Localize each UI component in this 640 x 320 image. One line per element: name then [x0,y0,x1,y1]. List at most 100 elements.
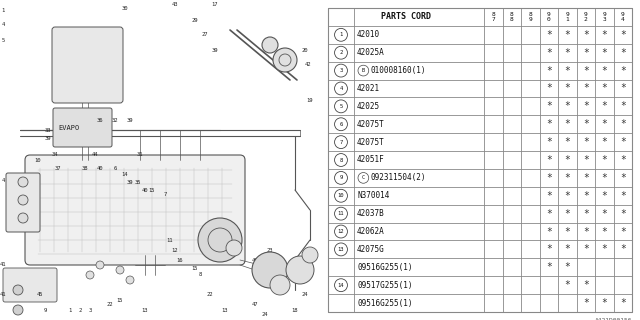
Text: *: * [583,227,589,236]
Text: 27: 27 [202,33,208,37]
Text: 5: 5 [1,37,4,43]
Text: 7: 7 [339,140,342,145]
Text: *: * [546,48,552,58]
Text: *: * [546,30,552,40]
Text: *: * [620,66,626,76]
Text: 18: 18 [292,308,298,313]
Text: *: * [583,101,589,111]
Text: 10: 10 [35,157,41,163]
Text: *: * [546,84,552,93]
Text: 40: 40 [97,165,103,171]
Circle shape [116,266,124,274]
Text: 6: 6 [339,122,342,127]
Text: 15: 15 [192,266,198,270]
Text: *: * [602,191,607,201]
Text: *: * [546,173,552,183]
Text: 13: 13 [221,308,228,313]
Text: C: C [362,175,365,180]
Text: *: * [602,298,607,308]
Text: *: * [583,173,589,183]
Circle shape [270,275,290,295]
Text: 36: 36 [97,117,103,123]
Text: *: * [546,227,552,236]
Text: 40: 40 [141,188,148,193]
Circle shape [262,37,278,53]
Text: 41: 41 [0,262,6,268]
Circle shape [226,240,242,256]
Text: 42075T: 42075T [357,120,385,129]
Text: 4: 4 [1,178,4,182]
Text: *: * [564,209,570,219]
Text: *: * [583,30,589,40]
Text: 31: 31 [137,153,143,157]
Text: *: * [583,280,589,290]
Text: 42025: 42025 [357,102,380,111]
Text: *: * [564,227,570,236]
Text: *: * [620,48,626,58]
Text: 42021: 42021 [357,84,380,93]
Text: 11: 11 [167,237,173,243]
Text: *: * [602,48,607,58]
Circle shape [18,195,28,205]
Text: 15: 15 [116,298,124,302]
Text: 41: 41 [0,292,6,298]
Text: *: * [564,173,570,183]
Circle shape [273,48,297,72]
Text: 29: 29 [192,18,198,22]
Text: 23: 23 [267,247,273,252]
Text: *: * [583,137,589,147]
Text: 14: 14 [338,283,344,288]
Text: *: * [602,209,607,219]
Text: 39: 39 [45,135,51,140]
Text: PARTS CORD: PARTS CORD [381,12,431,21]
Text: *: * [602,173,607,183]
Text: *: * [602,227,607,236]
Text: *: * [620,244,626,254]
Text: 42051F: 42051F [357,156,385,164]
Text: 11: 11 [338,211,344,216]
Text: 092311504(2): 092311504(2) [371,173,426,182]
Text: *: * [583,119,589,129]
Text: *: * [620,84,626,93]
Text: 17: 17 [212,3,218,7]
Text: *: * [564,48,570,58]
Text: *: * [583,155,589,165]
Text: 9
0: 9 0 [547,12,550,22]
Text: *: * [620,30,626,40]
Text: 4: 4 [1,22,4,28]
FancyBboxPatch shape [52,27,123,103]
FancyBboxPatch shape [25,155,245,265]
Text: *: * [564,119,570,129]
Text: *: * [564,155,570,165]
Text: 16: 16 [177,258,183,262]
Text: *: * [583,84,589,93]
Text: 33: 33 [45,127,51,132]
Text: A421D00156: A421D00156 [595,318,632,320]
Text: *: * [583,298,589,308]
Text: 42025A: 42025A [357,48,385,57]
Text: 38: 38 [82,165,88,171]
Text: 42075T: 42075T [357,138,385,147]
Text: 42010: 42010 [357,30,380,39]
Text: *: * [602,84,607,93]
Text: *: * [564,244,570,254]
Text: 1: 1 [339,32,342,37]
Text: 42075G: 42075G [357,245,385,254]
Text: 42062A: 42062A [357,227,385,236]
Text: *: * [564,191,570,201]
Text: 22: 22 [107,302,113,308]
Text: 09517G255(1): 09517G255(1) [357,281,413,290]
Text: *: * [620,155,626,165]
FancyBboxPatch shape [6,173,40,232]
Text: 15: 15 [148,188,156,193]
Text: *: * [564,66,570,76]
Text: *: * [602,137,607,147]
Text: 9
4: 9 4 [621,12,625,22]
FancyBboxPatch shape [3,268,57,302]
Text: 9
2: 9 2 [584,12,588,22]
Circle shape [86,271,94,279]
Circle shape [18,177,28,187]
Text: *: * [546,137,552,147]
Text: *: * [620,137,626,147]
Text: *: * [546,66,552,76]
